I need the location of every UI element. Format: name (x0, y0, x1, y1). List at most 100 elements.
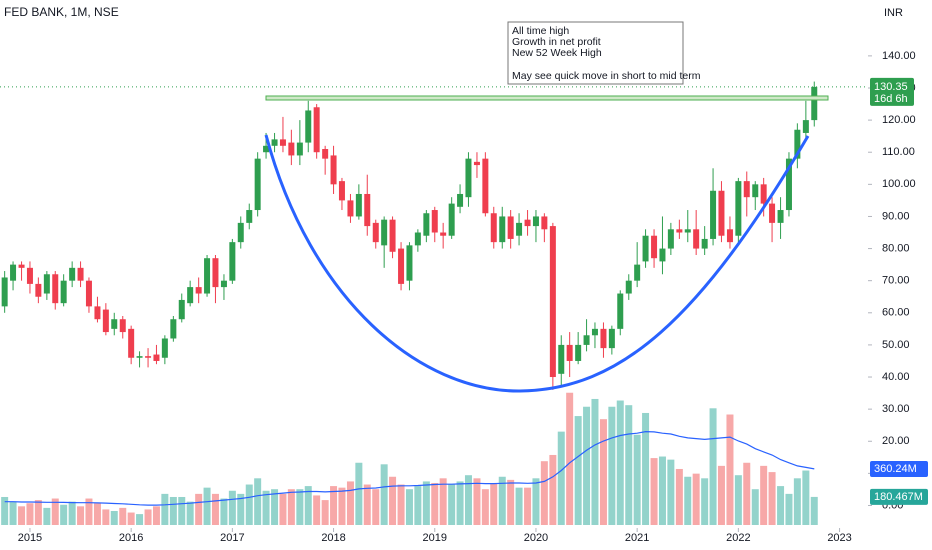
volume-bar (591, 398, 599, 525)
volume-bar (439, 478, 447, 525)
volume-bar (768, 472, 776, 525)
candle-body (398, 248, 405, 284)
volume-bar (220, 498, 228, 525)
candle-body (524, 219, 531, 227)
candle-body (170, 319, 177, 339)
candle-body (440, 232, 447, 236)
volume-bar (549, 454, 557, 525)
volume-bar (515, 487, 523, 525)
candle-body (77, 267, 84, 281)
candle-body (507, 216, 514, 239)
candle-body (490, 213, 497, 243)
candle-body (271, 139, 278, 146)
candle-body (204, 258, 211, 294)
volume-bar (785, 493, 793, 525)
candle-body (659, 248, 666, 262)
volume-bar (77, 506, 85, 525)
volume-bar (616, 400, 624, 525)
candle-body (1, 277, 8, 307)
candle-body (254, 158, 261, 211)
candle-body (516, 222, 523, 236)
candle-body (364, 193, 371, 227)
volume-bar (658, 456, 666, 525)
volume-bar (473, 478, 481, 525)
volume-box (870, 488, 928, 505)
price-pane (0, 81, 868, 390)
x-tick-label: 2020 (524, 532, 548, 544)
candle-body (423, 213, 430, 236)
candle-body (457, 193, 464, 207)
candle-body (10, 264, 17, 281)
volume-bar (203, 487, 211, 525)
candle-body (575, 344, 582, 361)
volume-bar (93, 503, 101, 525)
volume-bar (524, 487, 532, 525)
volume-bar (405, 489, 413, 525)
candle-body (600, 328, 607, 349)
volume-bar (667, 459, 675, 525)
annotation-frame (507, 21, 684, 85)
candle-body (651, 235, 658, 259)
candle-body (153, 354, 160, 361)
volume-bar (709, 408, 717, 525)
volume-bar (743, 462, 751, 525)
volume-bar (540, 461, 548, 525)
candle-body (465, 158, 472, 198)
candle-body (701, 238, 708, 249)
volume-bar (313, 495, 321, 525)
candle-body (296, 142, 303, 156)
candle-body (785, 158, 792, 211)
volume-bar (608, 406, 616, 525)
candle-body (195, 287, 202, 294)
candle-body (566, 344, 573, 361)
candle-body (338, 181, 345, 201)
volume-bar (557, 431, 565, 525)
y-tick-label: 80.00 (882, 242, 910, 254)
candle-body (279, 139, 286, 146)
candle-body (794, 129, 801, 159)
candle-body (482, 158, 489, 214)
volume-bar (330, 486, 338, 525)
volume-bar (254, 478, 262, 525)
volume-bar (43, 507, 51, 525)
volume-bar (211, 493, 219, 525)
y-tick-label: 90.00 (882, 210, 910, 222)
candle-body (60, 280, 67, 304)
candle-body (187, 287, 194, 304)
candle-body (161, 338, 168, 358)
volume-bar (102, 509, 110, 525)
volume-bar (532, 478, 540, 525)
volume-bar (414, 486, 422, 525)
candle-body (541, 216, 548, 230)
annotation-line: Growth in net profit (512, 36, 601, 48)
candle-body (330, 155, 337, 185)
y-tick-label: 100.00 (882, 178, 916, 190)
volume-bar (9, 501, 17, 525)
x-tick-label: 2018 (321, 532, 345, 544)
candle-body (313, 107, 320, 153)
volume-bar (271, 489, 279, 525)
candle-body (389, 219, 396, 252)
last-price-box (870, 77, 914, 106)
candle-body (246, 210, 253, 223)
volume-bar (296, 489, 304, 525)
candle-body (549, 226, 556, 378)
volume-bar (228, 490, 236, 525)
volume-ma-box (870, 460, 928, 477)
candle-body (532, 216, 539, 227)
volume-bar (346, 481, 354, 525)
volume-bar (18, 506, 26, 525)
volume-bar (566, 392, 574, 525)
volume-bar (127, 512, 135, 525)
y-tick-label: 60.00 (882, 307, 910, 319)
candle-body (752, 184, 759, 198)
candle-body (111, 319, 118, 329)
volume-bar (363, 484, 371, 525)
volume-bar (633, 434, 641, 525)
candle-body (220, 280, 227, 288)
candle-body (136, 356, 143, 358)
volume-bar (777, 486, 785, 525)
candle-body (499, 216, 506, 243)
volume-bar (304, 486, 312, 525)
